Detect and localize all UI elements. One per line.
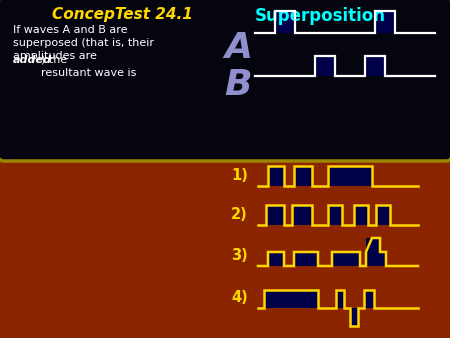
Bar (328, 205, 342, 225)
Text: A: A (224, 31, 252, 65)
Bar (365, 56, 385, 76)
Bar (364, 290, 374, 308)
Bar (380, 252, 386, 266)
Bar (268, 252, 284, 266)
Text: 1): 1) (231, 168, 248, 183)
Text: added: added (13, 55, 52, 65)
Bar (350, 308, 358, 326)
FancyBboxPatch shape (0, 0, 450, 161)
Bar (336, 290, 344, 308)
Text: ) the
resultant wave is: ) the resultant wave is (41, 55, 136, 78)
Bar (354, 205, 368, 225)
Bar (372, 238, 380, 266)
Bar (275, 11, 295, 33)
Bar (328, 166, 372, 186)
Text: 4): 4) (231, 290, 248, 305)
Bar (315, 56, 335, 76)
Text: 2): 2) (231, 207, 248, 222)
Bar (376, 205, 390, 225)
Text: B: B (224, 68, 252, 102)
Bar (294, 166, 312, 186)
Text: Superposition: Superposition (255, 7, 386, 25)
Text: If waves A and B are
superposed (that is, their
amplitudes are: If waves A and B are superposed (that is… (13, 25, 154, 62)
Bar (264, 290, 318, 308)
Bar (266, 205, 284, 225)
Bar (366, 238, 372, 266)
Bar (292, 205, 312, 225)
Text: 3): 3) (231, 248, 248, 263)
Bar (268, 166, 284, 186)
Bar (375, 11, 395, 33)
Bar (294, 252, 318, 266)
Bar (332, 252, 360, 266)
Text: ConcepTest 24.1: ConcepTest 24.1 (52, 7, 193, 22)
